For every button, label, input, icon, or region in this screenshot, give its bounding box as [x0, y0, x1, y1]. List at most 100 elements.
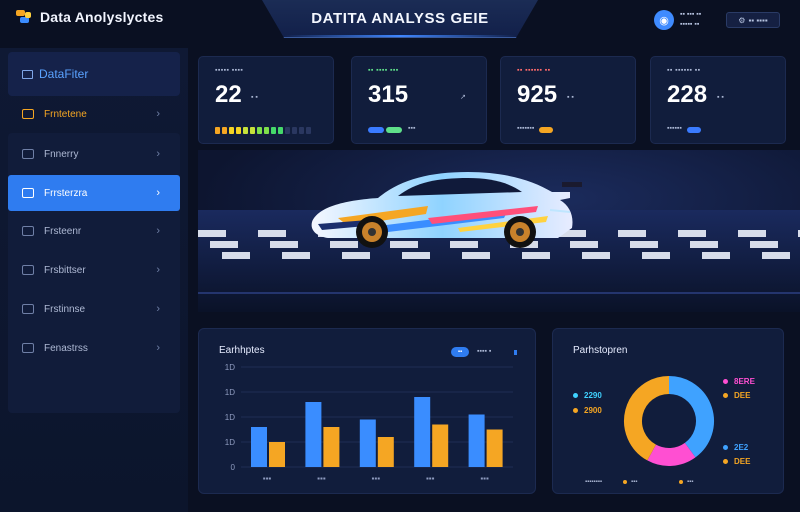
progress-segment [299, 127, 304, 134]
sidebar-item-1[interactable]: Frntetene › [8, 96, 180, 132]
sidebar-item-label: Frntetene [44, 108, 87, 120]
app-logo[interactable]: Data Anolyslyctes [16, 8, 164, 26]
legend-value: 2E2 [734, 443, 749, 452]
bar [251, 427, 267, 467]
checker-tile [570, 241, 598, 248]
donut-legend-item: 2290 [573, 391, 602, 400]
legend-value: 8ERE [734, 377, 755, 386]
header-action-button[interactable]: ⚙ ▪▪ ▪▪▪▪ [726, 12, 780, 28]
donut-slice [668, 376, 714, 458]
stat-card-4[interactable]: ▪▪ ▪▪▪▪▪▪ ▪▪ 228 ▪ ▪ ▪▪▪▪▪▪ [650, 56, 786, 144]
chevron-right-icon: › [156, 148, 160, 160]
donut-legend-item: DEE [723, 391, 750, 400]
bar-chart: 0 1D 1D 1D 1D ▪▪▪ ▪▪▪ ▪▪▪ ▪▪▪ ▪▪▪ [225, 363, 513, 483]
checker-tile [330, 241, 358, 248]
race-car-illustration [198, 172, 800, 312]
folder-icon [22, 149, 34, 159]
y-tick-label: 1D [225, 363, 235, 372]
footer-label: ▪▪▪ [631, 479, 638, 485]
footer-label: ▪▪▪ [687, 479, 694, 485]
progress-segment [222, 127, 227, 134]
hero-banner [198, 150, 800, 312]
checker-tile [690, 241, 718, 248]
stat-value: 925 [517, 81, 558, 108]
avatar[interactable]: ◉ [654, 10, 674, 30]
user-menu[interactable]: ◉ ▪▪ ▪▪▪ ▪▪ ▪▪▪▪▪ ▪▪ [654, 10, 701, 30]
chevron-right-icon: › [156, 187, 160, 199]
bar [432, 424, 449, 467]
legend-value: DEE [734, 391, 751, 400]
checker-tile [450, 241, 478, 248]
progress-segment [264, 127, 269, 134]
progress-segment [278, 127, 283, 134]
donut-footer-item: ▪▪▪▪▪▪▪▪ [585, 479, 602, 485]
donut-legend-item: 2E2 [723, 443, 748, 452]
bar [486, 429, 503, 467]
status-pill [539, 127, 553, 133]
stat-card-3[interactable]: ▪▪ ▪▪▪▪▪▪ ▪▪ 925 ▪ ▪ ▪▪▪▪▪▪▪ [500, 56, 636, 144]
x-tick-label: ▪▪▪ [480, 474, 489, 483]
stat-unit: ▪ ▪ [717, 94, 724, 101]
progress-bar [215, 127, 311, 134]
stat-label: ▪▪▪▪▪ ▪▪▪▪ [215, 67, 244, 74]
stat-card-2[interactable]: ▪▪ ▪▪▪▪ ▪▪▪ 315 ↗ ▪▪▪ [351, 56, 487, 144]
logo-icon [16, 8, 34, 26]
donut-chart [624, 376, 714, 466]
page-title: DATITA ANALYSS GEIE [311, 10, 489, 27]
checker-tile [390, 241, 418, 248]
sidebar: DataFiter Frntetene › Fnnerry › Frrsterz… [0, 48, 188, 512]
stat-unit: ▪ ▪ [567, 94, 574, 101]
status-pill-label: ▪▪▪ [408, 125, 416, 132]
sidebar-item-6[interactable]: Frstinnse › [8, 291, 180, 327]
legend-swatch [723, 459, 728, 464]
y-tick-label: 0 [231, 463, 236, 472]
x-tick-label: ▪▪▪ [263, 474, 272, 483]
filter-icon [22, 69, 33, 79]
legend-toggle[interactable]: ▪▪ [451, 347, 469, 357]
footer-label: ▪▪▪▪▪▪▪▪ [585, 479, 603, 485]
sidebar-item-4[interactable]: Frsteenr › [8, 213, 180, 249]
chart-title: Earhhptes [219, 345, 265, 356]
header-action-label: ▪▪ ▪▪▪▪ [748, 15, 768, 25]
stat-card-1[interactable]: ▪▪▪▪▪ ▪▪▪▪ 22 ▪ ▪ [198, 56, 334, 144]
sidebar-item-label: Frstinnse [44, 303, 86, 315]
donut-legend-item: DEE [723, 457, 750, 466]
checker-tile [630, 241, 658, 248]
x-tick-label: ▪▪▪ [317, 474, 326, 483]
stat-value: 22 [215, 81, 242, 108]
legend-swatch [723, 445, 728, 450]
checker-tile [678, 230, 706, 237]
sidebar-item-3[interactable]: Frrsterzra › [8, 175, 180, 211]
checker-tile [702, 252, 730, 259]
legend-swatch [514, 350, 517, 355]
chevron-right-icon: › [156, 225, 160, 237]
bar-chart-card: Earhhptes ▪▪ ▪▪▪▪ ▪ 0 1D 1D 1D 1D ▪▪▪ ▪▪▪ ▪▪▪ ▪▪… [198, 328, 536, 494]
progress-segment [257, 127, 262, 134]
progress-segment [250, 127, 255, 134]
status-pill [368, 127, 384, 133]
checker-tile [750, 241, 778, 248]
legend-swatch [573, 408, 578, 413]
folder-icon [22, 109, 34, 119]
legend-swatch [723, 379, 728, 384]
folder-icon [22, 304, 34, 314]
stat-value: 315 [368, 81, 409, 108]
checker-tile [762, 252, 790, 259]
progress-segment [243, 127, 248, 134]
legend-swatch [723, 393, 728, 398]
sidebar-item-7[interactable]: Fenastrss › [8, 330, 180, 366]
sidebar-item-label: Frsbittser [44, 264, 86, 276]
checker-tile [402, 252, 430, 259]
checker-tile [738, 230, 766, 237]
sidebar-item-2[interactable]: Fnnerry › [8, 136, 180, 172]
sidebar-header[interactable]: DataFiter [8, 52, 180, 96]
status-pill-label: ▪▪▪▪▪▪▪ [517, 125, 535, 132]
status-pill [687, 127, 701, 133]
stat-label: ▪▪ ▪▪▪▪▪▪ ▪▪ [667, 67, 701, 74]
legend-label: ▪▪▪▪ ▪ [477, 348, 492, 355]
bar [468, 414, 485, 467]
folder-icon [22, 226, 34, 236]
checker-tile [522, 252, 550, 259]
progress-segment [229, 127, 234, 134]
sidebar-item-5[interactable]: Frsbittser › [8, 252, 180, 288]
